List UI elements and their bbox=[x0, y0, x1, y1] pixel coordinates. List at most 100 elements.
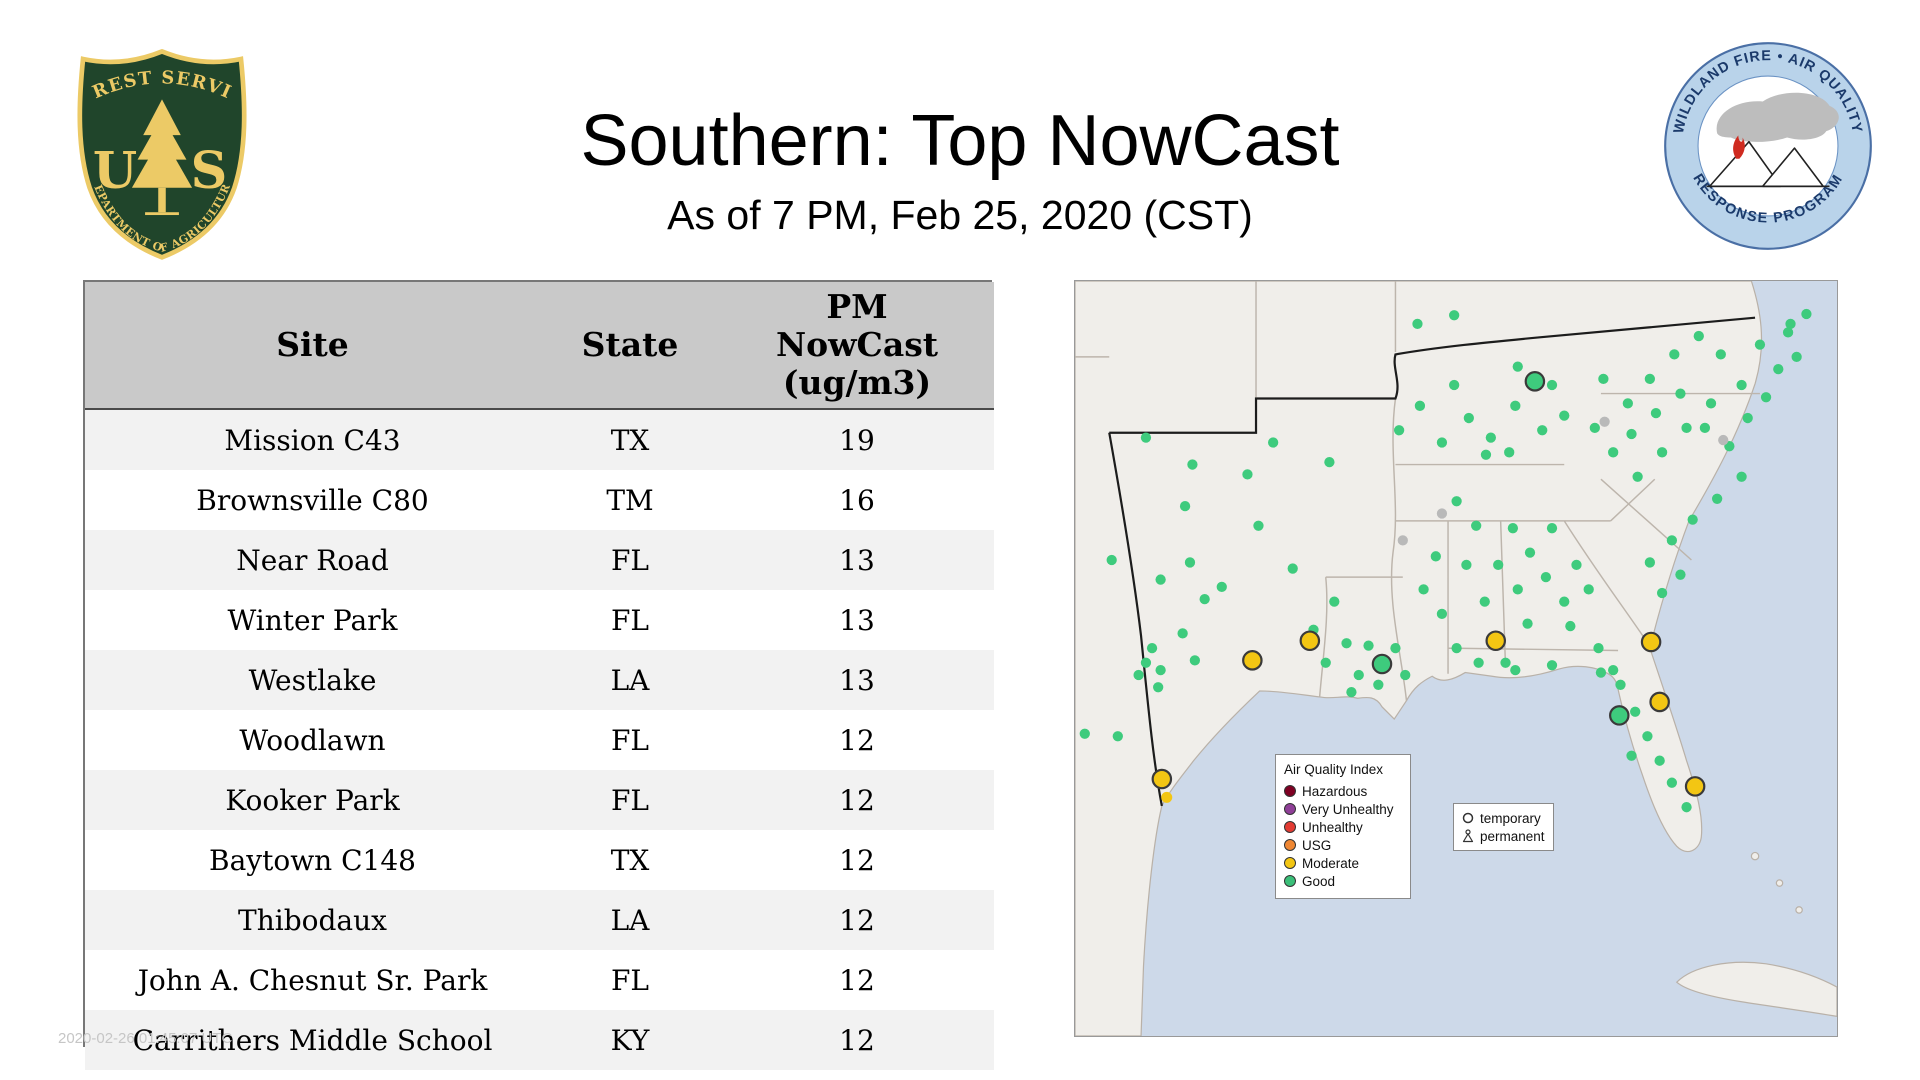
monitor-dot-good bbox=[1540, 571, 1552, 583]
aqi-legend-title: Air Quality Index bbox=[1284, 762, 1384, 777]
monitor-dot-good bbox=[1736, 471, 1747, 482]
monitor-dot-good bbox=[1666, 777, 1678, 788]
monitor-dot-good bbox=[1184, 557, 1196, 568]
cell-value: 16 bbox=[839, 483, 875, 517]
cell-state: FL bbox=[610, 603, 650, 637]
monitor-dot-good bbox=[1626, 428, 1637, 440]
map-svg bbox=[1075, 281, 1837, 1036]
monitor-dot-good bbox=[1329, 596, 1340, 607]
cell-state: FL bbox=[610, 783, 650, 817]
monitor-dot-good bbox=[1473, 657, 1484, 668]
cell-site: Winter Park bbox=[227, 603, 398, 637]
table-row: Kooker Park FL 12 bbox=[85, 770, 994, 830]
monitor-dot-moderate bbox=[1161, 791, 1173, 803]
monitor-dot-good bbox=[1593, 642, 1604, 654]
table-row: Brownsville C80 TM 16 bbox=[85, 470, 994, 530]
monitor-dot-good bbox=[1414, 400, 1426, 411]
monitor-dot-good bbox=[1320, 657, 1331, 668]
monitor-dot-good bbox=[1324, 456, 1335, 468]
cell-value: 13 bbox=[839, 663, 875, 697]
aqi-legend-item: Very Unhealthy bbox=[1284, 800, 1402, 818]
mountains-icon bbox=[1706, 140, 1830, 188]
monitor-dot-good bbox=[1773, 363, 1784, 375]
permanent-marker-icon bbox=[1462, 829, 1474, 843]
monitor-dot-good bbox=[1675, 569, 1686, 580]
monitor-dot-nodata bbox=[1397, 535, 1408, 546]
aqi-legend-label: Moderate bbox=[1302, 855, 1360, 871]
monitor-dot-good bbox=[1546, 379, 1558, 391]
cell-state: LA bbox=[610, 663, 650, 697]
cell-state: FL bbox=[610, 543, 650, 577]
monitor-dot-good bbox=[1079, 728, 1090, 739]
monitor-dot-good bbox=[1449, 310, 1460, 321]
monitor-dot-good bbox=[1512, 584, 1523, 595]
monitor-dot-good bbox=[1666, 535, 1678, 546]
aqi-color-swatch bbox=[1284, 785, 1296, 797]
monitor-dot-good bbox=[1500, 657, 1511, 668]
page-title: Southern: Top NowCast bbox=[580, 101, 1340, 182]
land-cuba bbox=[1675, 961, 1837, 1018]
monitor-dot-good bbox=[1155, 664, 1166, 676]
monitor-dot-good bbox=[1449, 379, 1460, 391]
monitor-dot-good bbox=[1479, 596, 1490, 607]
monitor-dot-good bbox=[1681, 802, 1692, 813]
temporary-marker-icon bbox=[1462, 812, 1474, 824]
monitor-marker-good bbox=[1524, 371, 1546, 392]
aqi-legend-label: Hazardous bbox=[1302, 783, 1368, 799]
table-row: Carrithers Middle School KY 12 bbox=[85, 1010, 994, 1070]
cell-state: FL bbox=[610, 723, 650, 757]
generated-timestamp: 2020-02-26 01:45:07 UTC bbox=[58, 1030, 233, 1047]
nowcast-table: Site State PM NowCast (ug/m3) Mission C4… bbox=[83, 280, 994, 1070]
monitor-marker-moderate bbox=[1151, 768, 1173, 790]
monitor-dot-good bbox=[1418, 584, 1429, 595]
aqi-color-swatch bbox=[1284, 875, 1296, 887]
cell-site: Kooker Park bbox=[225, 783, 400, 817]
monitor-dot-good bbox=[1595, 667, 1607, 678]
cell-value: 19 bbox=[839, 423, 875, 457]
monitor-dot-good bbox=[1675, 388, 1686, 399]
monitor-dot-good bbox=[1216, 581, 1227, 593]
monitor-dot-good bbox=[1546, 660, 1558, 671]
aqi-legend-label: Very Unhealthy bbox=[1302, 801, 1394, 817]
monitor-dot-good bbox=[1253, 520, 1264, 531]
cell-site: Near Road bbox=[236, 543, 389, 577]
monitor-dot-good bbox=[1140, 432, 1152, 443]
aqi-color-swatch bbox=[1284, 803, 1296, 815]
monitor-dot-good bbox=[1485, 432, 1496, 443]
monitor-dot-good bbox=[1626, 750, 1637, 761]
monitor-dot-good bbox=[1608, 664, 1619, 676]
cell-state: KY bbox=[610, 1023, 650, 1057]
cell-state: TX bbox=[610, 843, 650, 877]
monitor-dot-good bbox=[1650, 408, 1662, 419]
monitor-dot-good bbox=[1736, 379, 1747, 391]
aqi-legend-items: Hazardous Very Unhealthy Unhealthy USG Moder… bbox=[1284, 782, 1402, 890]
monitor-dot-good bbox=[1436, 608, 1448, 619]
cell-state: TM bbox=[606, 483, 654, 517]
monitor-dot-good bbox=[1106, 554, 1117, 566]
monitor-dot-good bbox=[1242, 469, 1253, 480]
monitor-dot-good bbox=[1463, 412, 1474, 424]
monitor-dot-good bbox=[1791, 351, 1802, 363]
monitor-dot-good bbox=[1268, 437, 1279, 448]
monitor-dot-good bbox=[1187, 459, 1198, 470]
monitor-dot-good bbox=[1146, 642, 1158, 654]
monitor-dot-nodata bbox=[1599, 416, 1610, 427]
monitor-dot-good bbox=[1656, 587, 1668, 599]
aqi-legend-label: Good bbox=[1302, 873, 1336, 889]
monitor-dot-good bbox=[1373, 679, 1384, 690]
monitor-dot-good bbox=[1715, 349, 1726, 360]
monitor-marker-good bbox=[1609, 705, 1630, 726]
monitor-dot-good bbox=[1782, 327, 1794, 338]
monitor-dot-good bbox=[1742, 412, 1753, 424]
monitor-dot-good bbox=[1571, 559, 1582, 571]
aqi-legend-label: USG bbox=[1302, 837, 1332, 853]
monitor-dot-good bbox=[1656, 447, 1668, 458]
monitor-dot-good bbox=[1630, 706, 1641, 717]
monitor-dot-good bbox=[1693, 330, 1704, 342]
table-row: Thibodaux LA 12 bbox=[85, 890, 994, 950]
monitor-dot-good bbox=[1189, 655, 1201, 666]
flame-icon bbox=[1733, 135, 1745, 159]
cell-site: Mission C43 bbox=[224, 423, 401, 457]
monitor-dot-good bbox=[1559, 596, 1570, 607]
monitor-dot-good bbox=[1583, 584, 1594, 595]
